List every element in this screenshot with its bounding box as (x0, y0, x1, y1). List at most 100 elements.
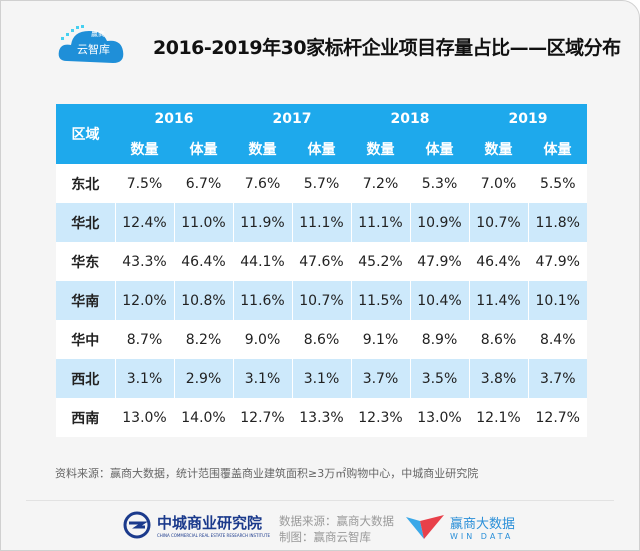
region-cell: 华东 (56, 242, 115, 281)
value-cell: 7.2% (350, 164, 410, 203)
header-area: 体量 (528, 134, 587, 164)
value-cell: 9.0% (232, 320, 292, 359)
value-cell: 14.0% (173, 398, 233, 437)
table-row: 华中 8.7% 8.2% 9.0% 8.6% 9.1% 8.9% 8.6% 8.4% (56, 320, 587, 359)
windata-icon (406, 515, 444, 539)
value-cell: 5.5% (527, 164, 587, 203)
table-row: 华南 12.0% 10.8% 11.6% 10.7% 11.5% 10.4% 11.4% 10.… (56, 281, 587, 320)
region-cell: 西北 (56, 359, 115, 398)
value-cell: 7.0% (468, 164, 528, 203)
value-cell: 7.5% (114, 164, 174, 203)
header-year: 2017 (233, 104, 351, 134)
value-cell: 6.7% (173, 164, 233, 203)
table-row: 西南 13.0% 14.0% 12.7% 13.3% 12.3% 13.0% 12.1% 12.… (56, 398, 587, 437)
value-cell: 47.6% (291, 242, 351, 281)
value-cell: 3.7% (350, 359, 410, 398)
value-cell: 12.1% (468, 398, 528, 437)
value-cell: 10.7% (291, 281, 351, 320)
value-cell: 5.7% (291, 164, 351, 203)
table-row: 华北 12.4% 11.0% 11.9% 11.1% 11.1% 10.9% 10.7% 11.… (56, 203, 587, 242)
value-cell: 43.3% (114, 242, 174, 281)
made-by: 制图：赢商云智库 (279, 530, 371, 544)
value-cell: 12.0% (114, 281, 174, 320)
page-title: 2016-2019年30家标杆企业项目存量占比——区域分布 (153, 37, 621, 59)
value-cell: 2.9% (173, 359, 233, 398)
header-year: 2019 (469, 104, 587, 134)
value-cell: 13.3% (291, 398, 351, 437)
data-source: 数据来源：赢商大数据 (279, 514, 394, 528)
value-cell: 5.3% (409, 164, 469, 203)
value-cell: 8.9% (409, 320, 469, 359)
value-cell: 12.7% (527, 398, 587, 437)
brand-en: WIN DATA (450, 532, 514, 541)
org-name: 中城商业研究院 (157, 514, 263, 532)
region-cell: 西南 (56, 398, 115, 437)
value-cell: 46.4% (173, 242, 233, 281)
value-cell: 10.9% (409, 203, 469, 242)
value-cell: 45.2% (350, 242, 410, 281)
header-count: 数量 (233, 134, 292, 164)
header-count: 数量 (469, 134, 528, 164)
value-cell: 12.4% (114, 203, 174, 242)
value-cell: 10.4% (409, 281, 469, 320)
header-year: 2018 (351, 104, 469, 134)
value-cell: 46.4% (468, 242, 528, 281)
value-cell: 47.9% (409, 242, 469, 281)
value-cell: 13.0% (409, 398, 469, 437)
header-count: 数量 (115, 134, 174, 164)
region-cell: 华南 (56, 281, 115, 320)
value-cell: 11.0% (173, 203, 233, 242)
region-distribution-table: 区域 2016 2017 2018 2019 数量 体量 数量 体量 数量 体量 数量… (56, 104, 587, 437)
brand-cn: 赢商大数据 (450, 517, 516, 532)
region-cell: 华中 (56, 320, 115, 359)
org-en: CHINA COMMERCIAL REAL ESTATE RESEARCH IN… (157, 533, 270, 538)
header-area: 体量 (292, 134, 351, 164)
value-cell: 8.4% (527, 320, 587, 359)
value-cell: 44.1% (232, 242, 292, 281)
value-cell: 11.6% (232, 281, 292, 320)
value-cell: 12.7% (232, 398, 292, 437)
value-cell: 9.1% (350, 320, 410, 359)
value-cell: 10.7% (468, 203, 528, 242)
logo-text: 云智库 (77, 43, 110, 56)
table-row: 东北 7.5% 6.7% 7.6% 5.7% 7.2% 5.3% 7.0% 5.5% (56, 164, 587, 203)
value-cell: 11.4% (468, 281, 528, 320)
value-cell: 11.5% (350, 281, 410, 320)
value-cell: 7.6% (232, 164, 292, 203)
table-row: 西北 3.1% 2.9% 3.1% 3.1% 3.7% 3.5% 3.8% 3.7% (56, 359, 587, 398)
value-cell: 13.0% (114, 398, 174, 437)
value-cell: 3.5% (409, 359, 469, 398)
value-cell: 3.7% (527, 359, 587, 398)
yunzhiku-logo: 赢商 云智库 (57, 23, 129, 67)
value-cell: 47.9% (527, 242, 587, 281)
org-logo: 中城商业研究院 CHINA COMMERCIAL REAL ESTATE RESE… (123, 511, 270, 539)
header-area: 体量 (174, 134, 233, 164)
source-note: 资料来源：赢商大数据，统计范围覆盖商业建筑面积≥3万㎡购物中心，中城商业研究院 (55, 467, 479, 480)
value-cell: 10.1% (527, 281, 587, 320)
value-cell: 11.8% (527, 203, 587, 242)
value-cell: 8.6% (291, 320, 351, 359)
logo-text-top: 赢商 (91, 30, 105, 38)
value-cell: 11.1% (350, 203, 410, 242)
region-cell: 东北 (56, 164, 115, 203)
value-cell: 12.3% (350, 398, 410, 437)
header-area: 体量 (410, 134, 469, 164)
header-region: 区域 (56, 104, 115, 164)
value-cell: 3.1% (232, 359, 292, 398)
value-cell: 3.1% (114, 359, 174, 398)
value-cell: 3.1% (291, 359, 351, 398)
footer-credits: 数据来源：赢商大数据 制图：赢商云智库 (279, 513, 394, 545)
divider (26, 500, 614, 501)
value-cell: 8.6% (468, 320, 528, 359)
value-cell: 8.2% (173, 320, 233, 359)
header-count: 数量 (351, 134, 410, 164)
windata-logo: 赢商大数据 WIN DATA (406, 513, 515, 541)
value-cell: 11.9% (232, 203, 292, 242)
value-cell: 3.8% (468, 359, 528, 398)
table-row: 华东 43.3% 46.4% 44.1% 47.6% 45.2% 47.9% 46.4% 47.… (56, 242, 587, 281)
header-year: 2016 (115, 104, 233, 134)
org-emblem-icon (123, 511, 151, 539)
region-cell: 华北 (56, 203, 115, 242)
value-cell: 8.7% (114, 320, 174, 359)
